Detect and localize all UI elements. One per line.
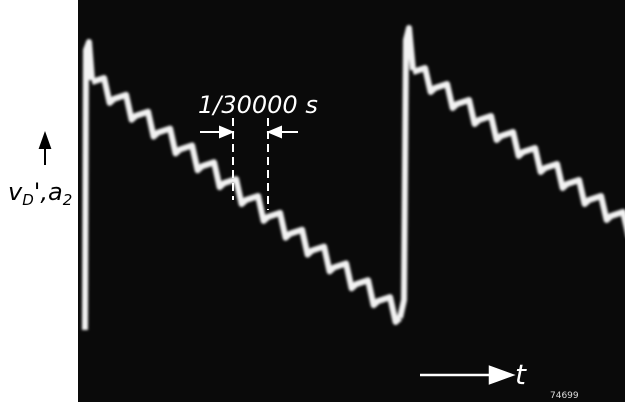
y-label-part: ',a [34, 178, 63, 206]
oscillogram-figure: 1/30000 s t 74699 vD',a2 [0, 0, 625, 410]
y-label-part: D [22, 191, 34, 209]
page: 1/30000 s t 74699 vD',a2 (() => { const … [0, 0, 625, 410]
y-label: vD',a2 [8, 178, 72, 209]
figure-code: 74699 [550, 391, 579, 401]
y-label-part: 2 [63, 191, 73, 209]
interval-label: 1/30000 s [198, 91, 318, 119]
screen [78, 0, 625, 402]
y-label-part: v [8, 178, 23, 206]
x-label: t [515, 358, 527, 391]
y-arrow [40, 134, 50, 165]
